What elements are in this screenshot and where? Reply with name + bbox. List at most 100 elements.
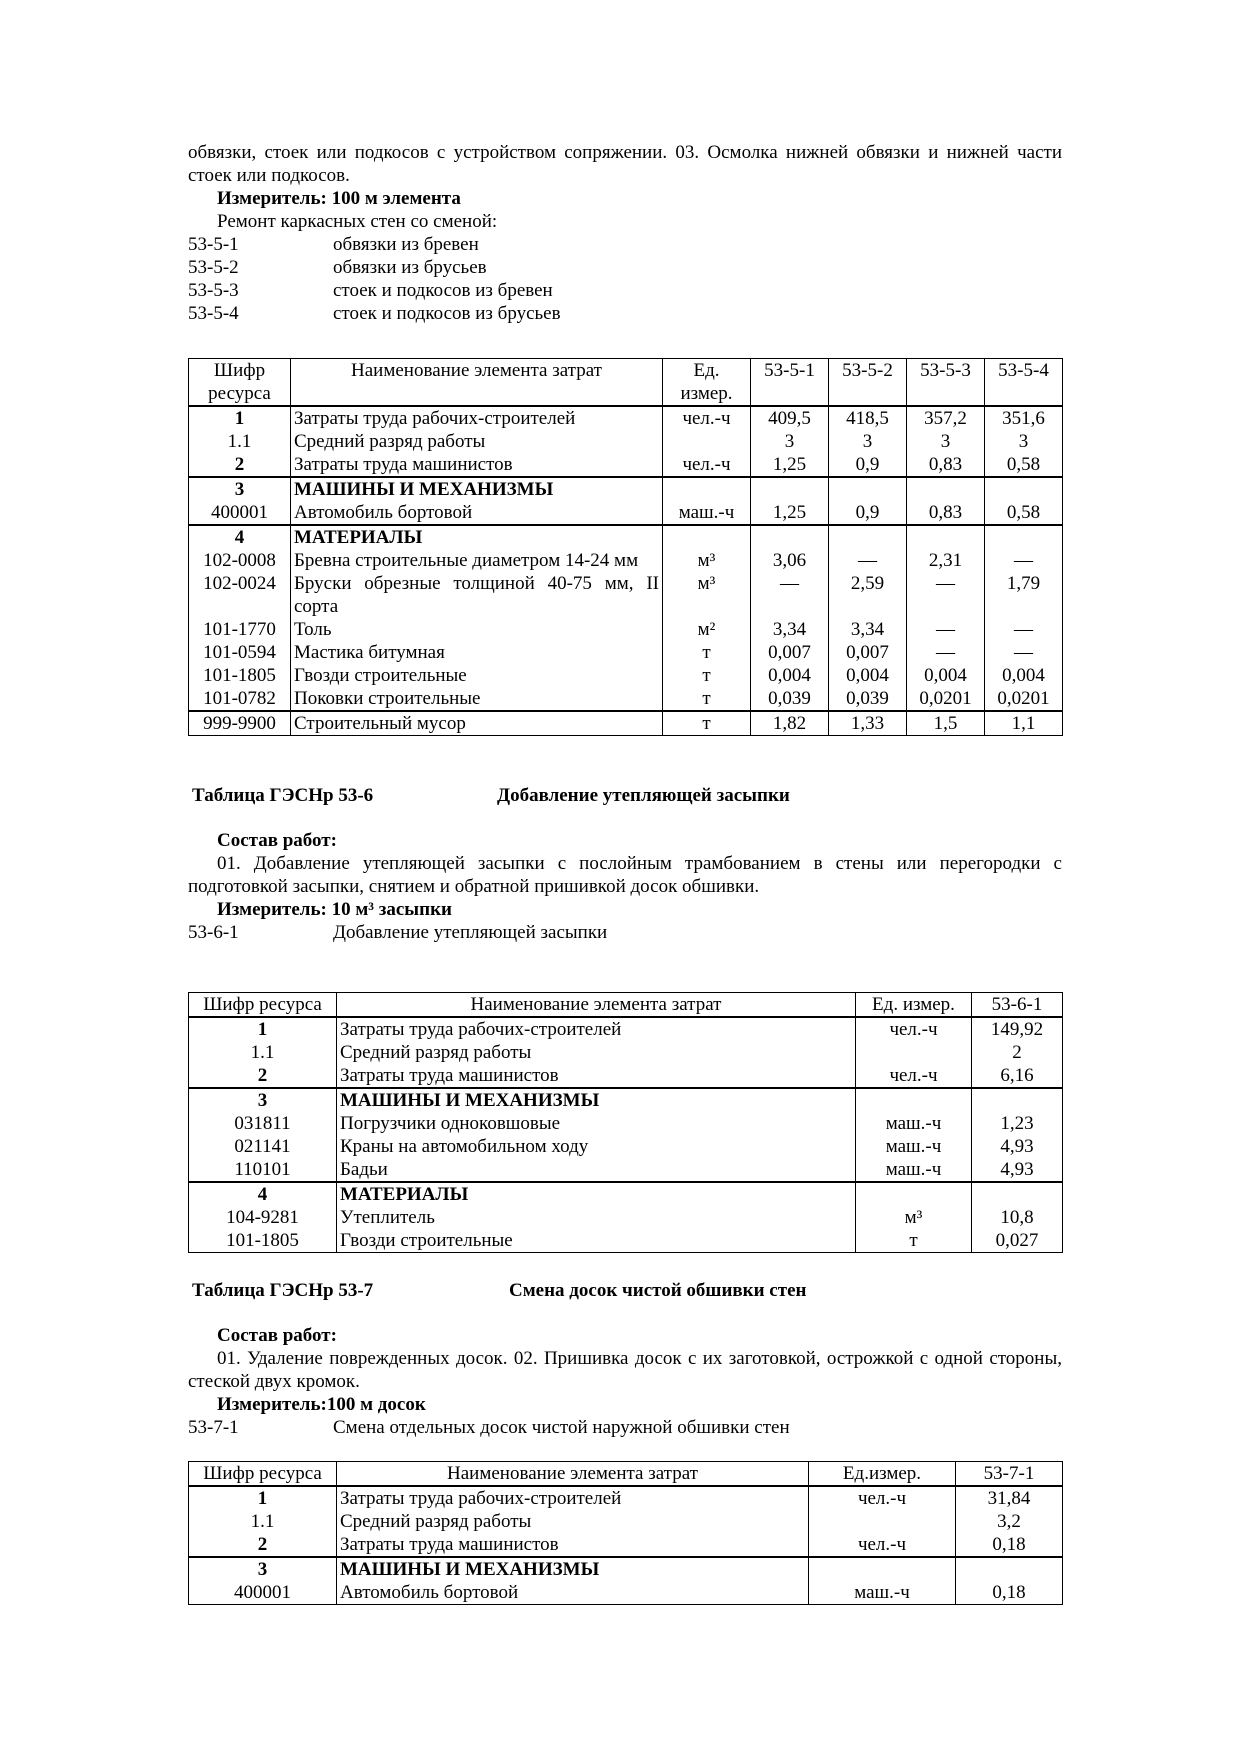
resource-code: 3 — [188, 1556, 337, 1581]
unit: чел.-ч — [855, 1064, 972, 1088]
table-row: 101-0782 Поковки строительные т 0,039 0,039 0… — [188, 687, 1063, 711]
norm-value: 1,1 — [984, 710, 1063, 736]
norm-value: 0,0201 — [984, 687, 1063, 711]
unit — [662, 430, 751, 453]
norm-value — [971, 1181, 1063, 1206]
code-line: 53-5-2 обвязки из брусьев — [188, 256, 1062, 279]
resource-code: 3 — [188, 1087, 337, 1112]
table-row: 1.1 Средний разряд работы 3 3 3 3 — [188, 430, 1063, 453]
table-row: 102-0024 Бруски обрезные толщиной 40-75 м… — [188, 572, 1063, 618]
column-header: 53-7-1 — [955, 1461, 1063, 1487]
resource-name: Затраты труда машинистов — [290, 453, 663, 477]
resource-code: 1.1 — [188, 430, 291, 453]
works-label-53-6: Состав работ: — [217, 830, 337, 851]
table-row: 1 Затраты труда рабочих-строителей чел.-ч 1… — [188, 1016, 1063, 1041]
norm-value — [984, 524, 1063, 549]
table-row: 2 Затраты труда машинистов чел.-ч 6,16 — [188, 1064, 1063, 1088]
unit — [855, 1181, 972, 1206]
resource-name: Бревна строительные диаметром 14-24 мм — [290, 549, 663, 572]
table-row: 1.1 Средний разряд работы 3,2 — [188, 1510, 1063, 1533]
resource-code: 101-0594 — [188, 641, 291, 664]
column-header: Шифр ресурса — [188, 992, 337, 1018]
resource-name: Автомобиль бортовой — [336, 1581, 809, 1605]
column-header: 53-5-3 — [906, 358, 985, 407]
resource-name: Краны на автомобильном ходу — [336, 1135, 856, 1158]
table-row: 999-9900 Строительный мусор т 1,82 1,33 1,5 1,… — [188, 710, 1063, 736]
norm-value: 1,25 — [750, 501, 829, 525]
column-header: 53-5-4 — [984, 358, 1063, 407]
resource-code: 4 — [188, 524, 291, 549]
unit — [808, 1556, 956, 1581]
column-header: 53-5-1 — [750, 358, 829, 407]
resource-code: 101-1805 — [188, 664, 291, 687]
resource-name: Средний разряд работы — [336, 1041, 856, 1064]
norm-value: 2,31 — [906, 549, 985, 572]
resource-name: МАШИНЫ И МЕХАНИЗМЫ — [290, 476, 663, 501]
unit: чел.-ч — [662, 405, 751, 430]
code-list-53-7: 53-7-1 Смена отдельных досок чистой наруж… — [188, 1416, 1062, 1439]
table-row: 4 МАТЕРИАЛЫ — [188, 524, 1063, 549]
resource-code: 1.1 — [188, 1041, 337, 1064]
norm-value: 0,004 — [750, 664, 829, 687]
norm-value: 2 — [971, 1041, 1063, 1064]
norm-value — [750, 476, 829, 501]
code-line: 53-5-3 стоек и подкосов из бревен — [188, 279, 1062, 302]
norm-value: — — [984, 618, 1063, 641]
norm-value: 1,23 — [971, 1112, 1063, 1135]
resource-name: МАТЕРИАЛЫ — [336, 1181, 856, 1206]
table-row: 2 Затраты труда машинистов чел.-ч 0,18 — [188, 1533, 1063, 1557]
table-row: 3 МАШИНЫ И МЕХАНИЗМЫ — [188, 476, 1063, 501]
norm-value — [906, 476, 985, 501]
norm-value: 3,06 — [750, 549, 829, 572]
column-header: Ед.измер. — [808, 1461, 956, 1487]
table-row: 110101 Бадьи маш.-ч 4,93 — [188, 1158, 1063, 1182]
table-row: 3 МАШИНЫ И МЕХАНИЗМЫ — [188, 1087, 1063, 1112]
table-label-53-6: Таблица ГЭСНр 53-6 — [192, 785, 374, 806]
column-header: Шифр ресурса — [188, 1461, 337, 1487]
table-row: 101-1805 Гвозди строительные т 0,004 0,004 0,… — [188, 664, 1063, 687]
work-description: стоек и подкосов из брусьев — [333, 303, 561, 324]
resource-name: Средний разряд работы — [336, 1510, 809, 1533]
resource-name: Затраты труда машинистов — [336, 1533, 809, 1557]
resource-name: Автомобиль бортовой — [290, 501, 663, 525]
norm-value: — — [906, 572, 985, 618]
norm-value: 0,027 — [971, 1229, 1063, 1253]
norm-value: 0,9 — [828, 453, 907, 477]
column-header: Наименование элемента затрат — [336, 1461, 809, 1487]
norm-value: 0,83 — [906, 453, 985, 477]
resource-code: 2 — [188, 1064, 337, 1088]
unit: м³ — [662, 549, 751, 572]
unit: маш.-ч — [662, 501, 751, 525]
norm-value: 351,6 — [984, 405, 1063, 430]
norm-value — [955, 1556, 1063, 1581]
norm-value: 0,9 — [828, 501, 907, 525]
norm-value: 357,2 — [906, 405, 985, 430]
unit: чел.-ч — [855, 1016, 972, 1041]
work-description: обвязки из брусьев — [333, 257, 487, 278]
table-row: 101-1805 Гвозди строительные т 0,027 — [188, 1229, 1063, 1253]
norm-value: — — [906, 641, 985, 664]
norm-value: 3 — [906, 430, 985, 453]
norm-value — [906, 524, 985, 549]
norm-value: 0,004 — [984, 664, 1063, 687]
unit: т — [662, 687, 751, 711]
unit: т — [662, 641, 751, 664]
table-label-53-7: Таблица ГЭСНр 53-7 — [192, 1280, 374, 1301]
resource-name: Затраты труда рабочих-строителей — [336, 1485, 809, 1510]
table-title-53-7: Смена досок чистой обшивки стен — [509, 1280, 807, 1301]
resource-name: Гвозди строительные — [290, 664, 663, 687]
table-row: 3 МАШИНЫ И МЕХАНИЗМЫ — [188, 1556, 1063, 1581]
table-row: 4 МАТЕРИАЛЫ — [188, 1181, 1063, 1206]
norm-value: 0,007 — [828, 641, 907, 664]
table-row: 1 Затраты труда рабочих-строителей чел.-ч 3… — [188, 1485, 1063, 1510]
norm-value: — — [984, 641, 1063, 664]
unit — [855, 1041, 972, 1064]
resource-code: 1.1 — [188, 1510, 337, 1533]
norm-value: — — [984, 549, 1063, 572]
code-list-53-6: 53-6-1 Добавление утепляющей засыпки — [188, 921, 1062, 944]
norm-value: 0,0201 — [906, 687, 985, 711]
resource-table-53-5: Шифр ресурса Наименование элемента затрат… — [188, 358, 1063, 736]
work-code: 53-5-3 — [188, 280, 239, 301]
work-description: стоек и подкосов из бревен — [333, 280, 553, 301]
norm-value: 3,34 — [750, 618, 829, 641]
